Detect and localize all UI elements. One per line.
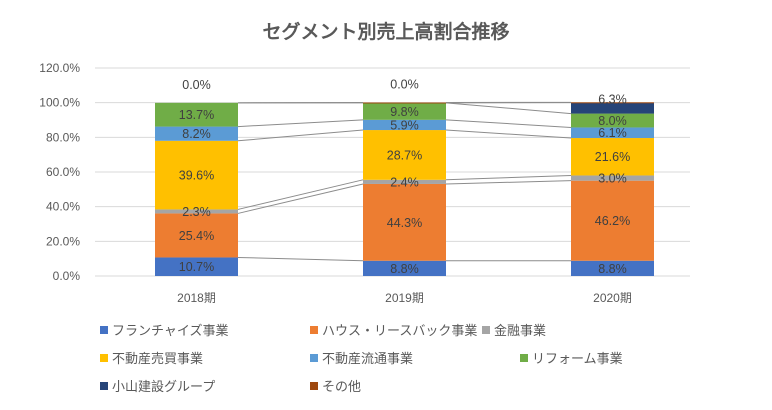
bar-segment <box>363 183 446 261</box>
data-label: 25.4% <box>179 229 214 243</box>
bar-segment <box>571 180 654 261</box>
data-label: 3.0% <box>598 172 627 186</box>
bar-segment <box>363 119 446 131</box>
series-line <box>445 180 572 185</box>
data-label: 8.0% <box>598 114 627 128</box>
data-label: 5.9% <box>390 118 419 132</box>
y-tick-label: 40.0% <box>46 200 80 214</box>
legend-item: ハウス・リースバック事業 <box>310 320 477 339</box>
data-label: 8.8% <box>598 262 627 276</box>
bar-segment <box>571 127 654 139</box>
series-line <box>237 179 364 210</box>
bar-segment <box>155 102 238 127</box>
legend-swatch <box>482 325 490 334</box>
data-label: 8.2% <box>182 127 211 141</box>
bar-segment <box>363 130 446 180</box>
x-tick-label: 2019期 <box>385 291 424 305</box>
bar-segment <box>155 140 238 210</box>
series-line <box>445 129 572 139</box>
series-lines <box>237 101 572 262</box>
legend-item: その他 <box>310 376 361 395</box>
legend-item: 不動産売買事業 <box>100 348 203 367</box>
y-tick-label: 60.0% <box>46 165 80 179</box>
data-label: 2.3% <box>182 205 211 219</box>
legend-label: その他 <box>322 380 362 395</box>
data-label: 44.3% <box>387 216 422 230</box>
series-line <box>445 119 572 128</box>
bars <box>155 102 654 276</box>
data-label: 28.7% <box>387 148 422 162</box>
data-label: 0.0% <box>390 77 419 91</box>
y-tick-label: 20.0% <box>46 234 80 248</box>
legend-swatch <box>310 381 318 390</box>
legend-label: フランチャイズ事業 <box>112 324 229 339</box>
data-label: 0.0% <box>182 78 211 92</box>
series-line <box>445 174 572 181</box>
bar-segment <box>363 179 446 184</box>
data-label: 6.1% <box>598 126 627 140</box>
legend-item: 小山建設グループ <box>100 376 215 395</box>
data-label: 46.2% <box>595 214 630 228</box>
legend-item: 金融事業 <box>482 320 546 339</box>
bar-segment <box>571 102 654 104</box>
data-label: 13.7% <box>179 108 214 122</box>
legend-swatch <box>310 353 318 362</box>
series-line <box>237 129 364 142</box>
legend-label: 小山建設グループ <box>112 380 216 395</box>
bar-segment <box>363 102 446 104</box>
legend-swatch <box>310 325 318 334</box>
bar-segment <box>155 213 238 258</box>
series-line <box>237 256 364 262</box>
legend-label: リフォーム事業 <box>532 352 623 367</box>
bar-segment <box>571 102 654 114</box>
data-label: 39.6% <box>179 169 214 183</box>
legend-label: 不動産流通事業 <box>322 352 414 367</box>
data-label: 9.8% <box>390 105 419 119</box>
y-tick-label: 80.0% <box>46 130 80 144</box>
x-tick-label: 2020期 <box>593 291 632 305</box>
y-tick-label: 100.0% <box>39 96 80 110</box>
bar-segment <box>363 102 446 120</box>
series-line <box>445 102 572 115</box>
legend-label: 金融事業 <box>494 324 547 339</box>
legend-label: 不動産売買事業 <box>112 352 204 367</box>
series-line <box>237 119 364 128</box>
x-tick-label: 2018期 <box>177 291 216 305</box>
legend-swatch <box>100 353 108 362</box>
bar-segment <box>571 138 654 176</box>
legend-label: ハウス・リースバック事業 <box>322 324 478 339</box>
bar-segment <box>571 175 654 181</box>
bar-segment <box>363 260 446 276</box>
bar-segment <box>155 126 238 141</box>
y-tick-label: 0.0% <box>53 269 81 283</box>
legend-item: リフォーム事業 <box>520 348 623 367</box>
bar-segment <box>571 113 654 128</box>
legend-item: 不動産流通事業 <box>310 348 413 367</box>
data-label: 6.3% <box>598 93 627 107</box>
x-axis: 2018期 2019期 2020期 <box>177 291 632 305</box>
bar-segment <box>155 257 238 276</box>
legend-swatch <box>520 353 528 362</box>
data-label: 10.7% <box>179 260 214 274</box>
legend-swatch <box>100 325 108 334</box>
chart-title: セグメント別売上高割合推移 <box>262 20 509 43</box>
data-label: 8.8% <box>390 262 419 276</box>
series-line <box>237 183 364 214</box>
data-label: 2.4% <box>390 175 419 189</box>
y-axis: 0.0% 20.0% 40.0% 60.0% 80.0% 100.0% 120.0% <box>39 61 80 283</box>
y-tick-label: 120.0% <box>39 61 80 75</box>
data-labels: 10.7% 8.8% 8.8% 25.4% 44.3% 46.2% 2.3% 2.4% 3.0%… <box>179 77 630 275</box>
legend-item: フランチャイズ事業 <box>100 320 228 339</box>
legend-swatch <box>100 381 108 390</box>
data-label: 21.6% <box>595 150 630 164</box>
bar-segment <box>571 260 654 276</box>
bar-segment <box>155 209 238 214</box>
